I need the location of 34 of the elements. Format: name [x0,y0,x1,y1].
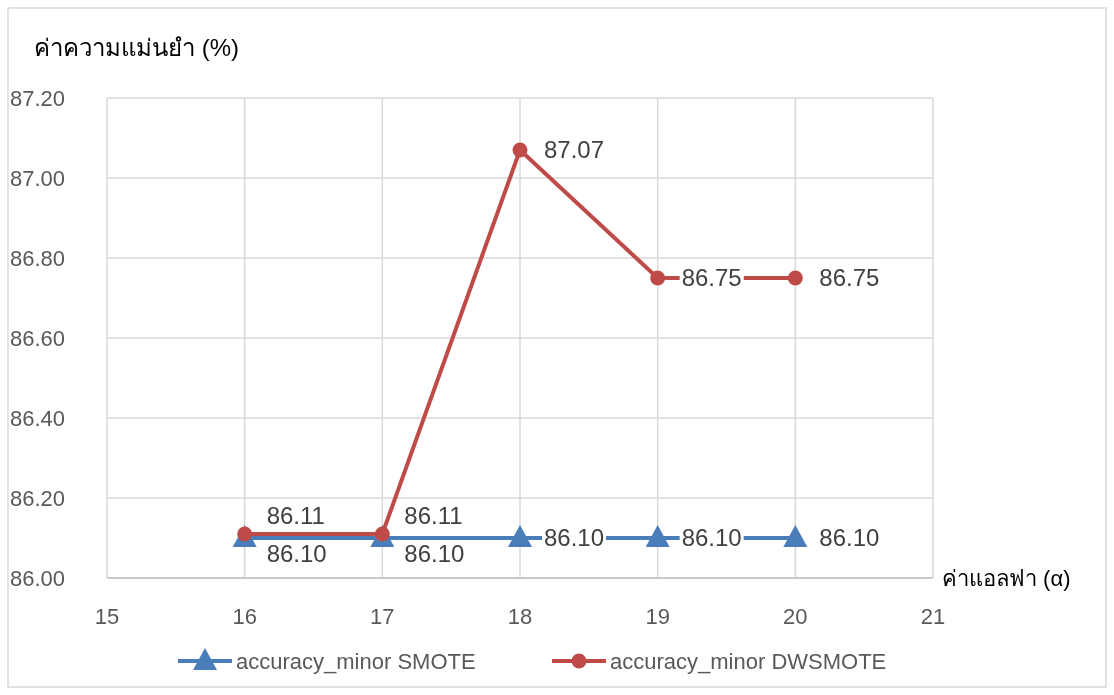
x-tick-label: 19 [645,604,670,629]
data-label: 86.75 [681,264,742,291]
y-tick-label: 87.00 [10,166,66,191]
point [650,270,666,286]
x-tick-label: 17 [370,604,395,629]
legend-label: accuracy_minor SMOTE [236,649,476,674]
legend-label: accuracy_minor DWSMOTE [610,649,887,674]
x-tick-label: 20 [783,604,808,629]
y-tick-label: 86.40 [10,406,66,431]
x-tick-label: 21 [920,604,946,629]
y-axis-title: ค่าความแม่นยำ (%) [34,34,239,61]
y-tick-label: 86.00 [10,566,66,591]
x-tick-label: 18 [507,604,533,629]
x-axis-title: ค่าแอลฟา (α) [942,566,1071,591]
data-label: 86.10 [681,524,742,551]
point [645,525,670,547]
point [512,142,528,158]
data-label: 86.11 [404,502,463,529]
point [783,525,808,547]
data-label: 86.75 [819,264,880,291]
data-label: 87.07 [544,136,605,163]
data-label: 86.11 [266,502,325,529]
data-label: 86.10 [544,524,605,551]
y-tick-label: 86.60 [10,326,66,351]
y-tick-label: 86.20 [10,486,66,511]
y-tick-label: 87.20 [10,86,66,111]
point [508,525,532,547]
data-label: 86.10 [266,540,327,567]
y-tick-label: 86.80 [10,246,66,271]
x-tick-label: 16 [232,604,257,629]
point [787,270,803,286]
data-label: 86.10 [404,540,465,567]
data-label: 86.10 [819,524,880,551]
x-tick-label: 15 [94,604,120,629]
